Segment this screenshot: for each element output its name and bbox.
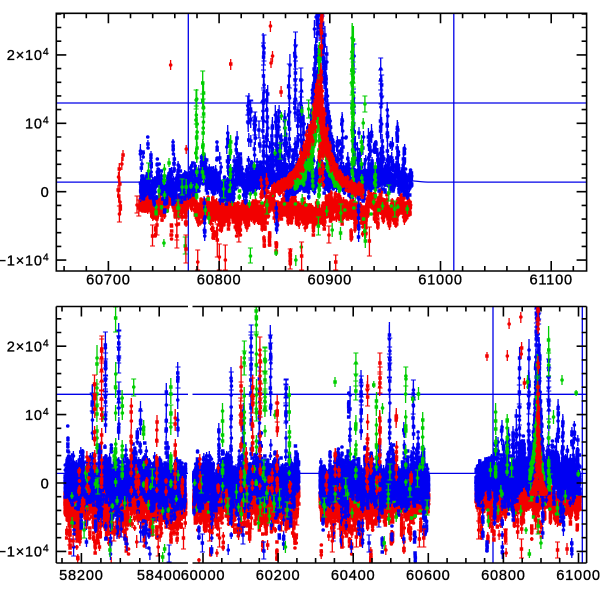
svg-text:−1×104: −1×104 [0, 543, 50, 561]
svg-text:61000: 61000 [556, 568, 600, 584]
svg-text:2×104: 2×104 [7, 338, 50, 356]
svg-text:104: 104 [25, 115, 49, 133]
svg-text:60800: 60800 [197, 272, 242, 288]
svg-text:60200: 60200 [256, 568, 301, 584]
svg-text:60600: 60600 [406, 568, 451, 584]
svg-text:58200: 58200 [59, 568, 104, 584]
svg-text:60700: 60700 [86, 272, 131, 288]
svg-text:60900: 60900 [308, 272, 353, 288]
svg-text:60800: 60800 [481, 568, 526, 584]
svg-text:61100: 61100 [529, 272, 573, 288]
svg-text:0: 0 [41, 476, 50, 492]
svg-text:−1×104: −1×104 [0, 251, 50, 269]
svg-text:60000: 60000 [181, 568, 226, 584]
svg-text:2×104: 2×104 [7, 46, 50, 64]
svg-text:60400: 60400 [331, 568, 376, 584]
svg-text:61000: 61000 [418, 272, 463, 288]
svg-text:0: 0 [41, 185, 50, 201]
svg-text:58400: 58400 [137, 568, 182, 584]
